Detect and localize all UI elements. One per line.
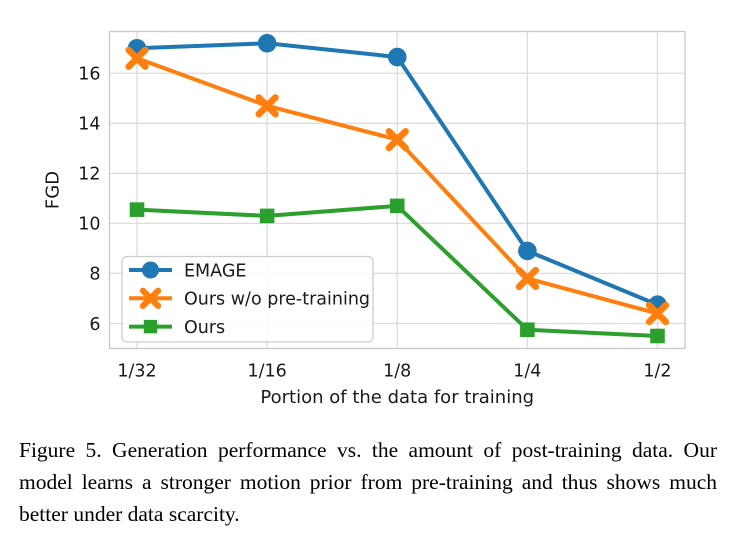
y-tick-label: 14 — [78, 115, 100, 135]
square-marker — [389, 198, 405, 214]
series-emage — [127, 33, 667, 315]
circle-marker — [387, 47, 407, 67]
legend-label: Ours w/o pre-training — [184, 290, 370, 310]
x-marker — [645, 301, 670, 326]
x-marker — [255, 94, 279, 118]
x-marker — [385, 127, 409, 152]
x-tick-label: 1/32 — [117, 361, 156, 381]
x-tick-label: 1/4 — [513, 361, 541, 381]
x-axis-label: Portion of the data for training — [260, 387, 534, 408]
x-marker — [515, 266, 539, 291]
legend-label: EMAGE — [184, 261, 246, 281]
line-chart: 6 8 10 12 14 16 1/32 1/16 1/8 1/4 1/2 Portion of th… — [42, 30, 686, 408]
series-ours — [129, 198, 665, 344]
x-marker — [125, 46, 149, 70]
legend-item: Ours — [129, 318, 225, 338]
circle-marker — [141, 261, 160, 279]
square-marker — [650, 328, 665, 344]
legend-item: EMAGE — [129, 261, 246, 281]
series-ours-w-o-pre-training — [125, 46, 670, 326]
square-marker — [259, 208, 275, 224]
y-axis-label: FGD — [42, 171, 63, 209]
square-marker — [143, 319, 158, 334]
circle-marker — [257, 33, 277, 53]
plot-border — [108, 30, 686, 350]
legend-label: Ours — [184, 318, 225, 338]
y-tick-label: 10 — [78, 215, 100, 235]
circle-marker — [518, 241, 537, 261]
figure-caption: Figure 5. Generation performance vs. the… — [19, 438, 717, 526]
square-marker — [129, 202, 145, 217]
legend-item: Ours w/o pre-training — [129, 287, 370, 310]
square-marker — [520, 322, 535, 338]
legend-box — [121, 255, 374, 343]
x-tick-label: 1/8 — [383, 361, 411, 381]
x-axis-ticks: 1/32 1/16 1/8 1/4 1/2 — [117, 361, 671, 381]
y-tick-label: 8 — [89, 265, 100, 285]
legend: EMAGE Ours w/o pre-training Ours — [121, 255, 374, 343]
y-tick-label: 12 — [78, 165, 100, 185]
x-tick-label: 1/2 — [643, 361, 671, 381]
y-tick-label: 16 — [78, 65, 100, 85]
y-axis-ticks: 6 8 10 12 14 16 — [78, 65, 100, 335]
x-marker — [139, 287, 162, 309]
y-tick-label: 6 — [89, 315, 100, 335]
x-tick-label: 1/16 — [247, 361, 286, 381]
